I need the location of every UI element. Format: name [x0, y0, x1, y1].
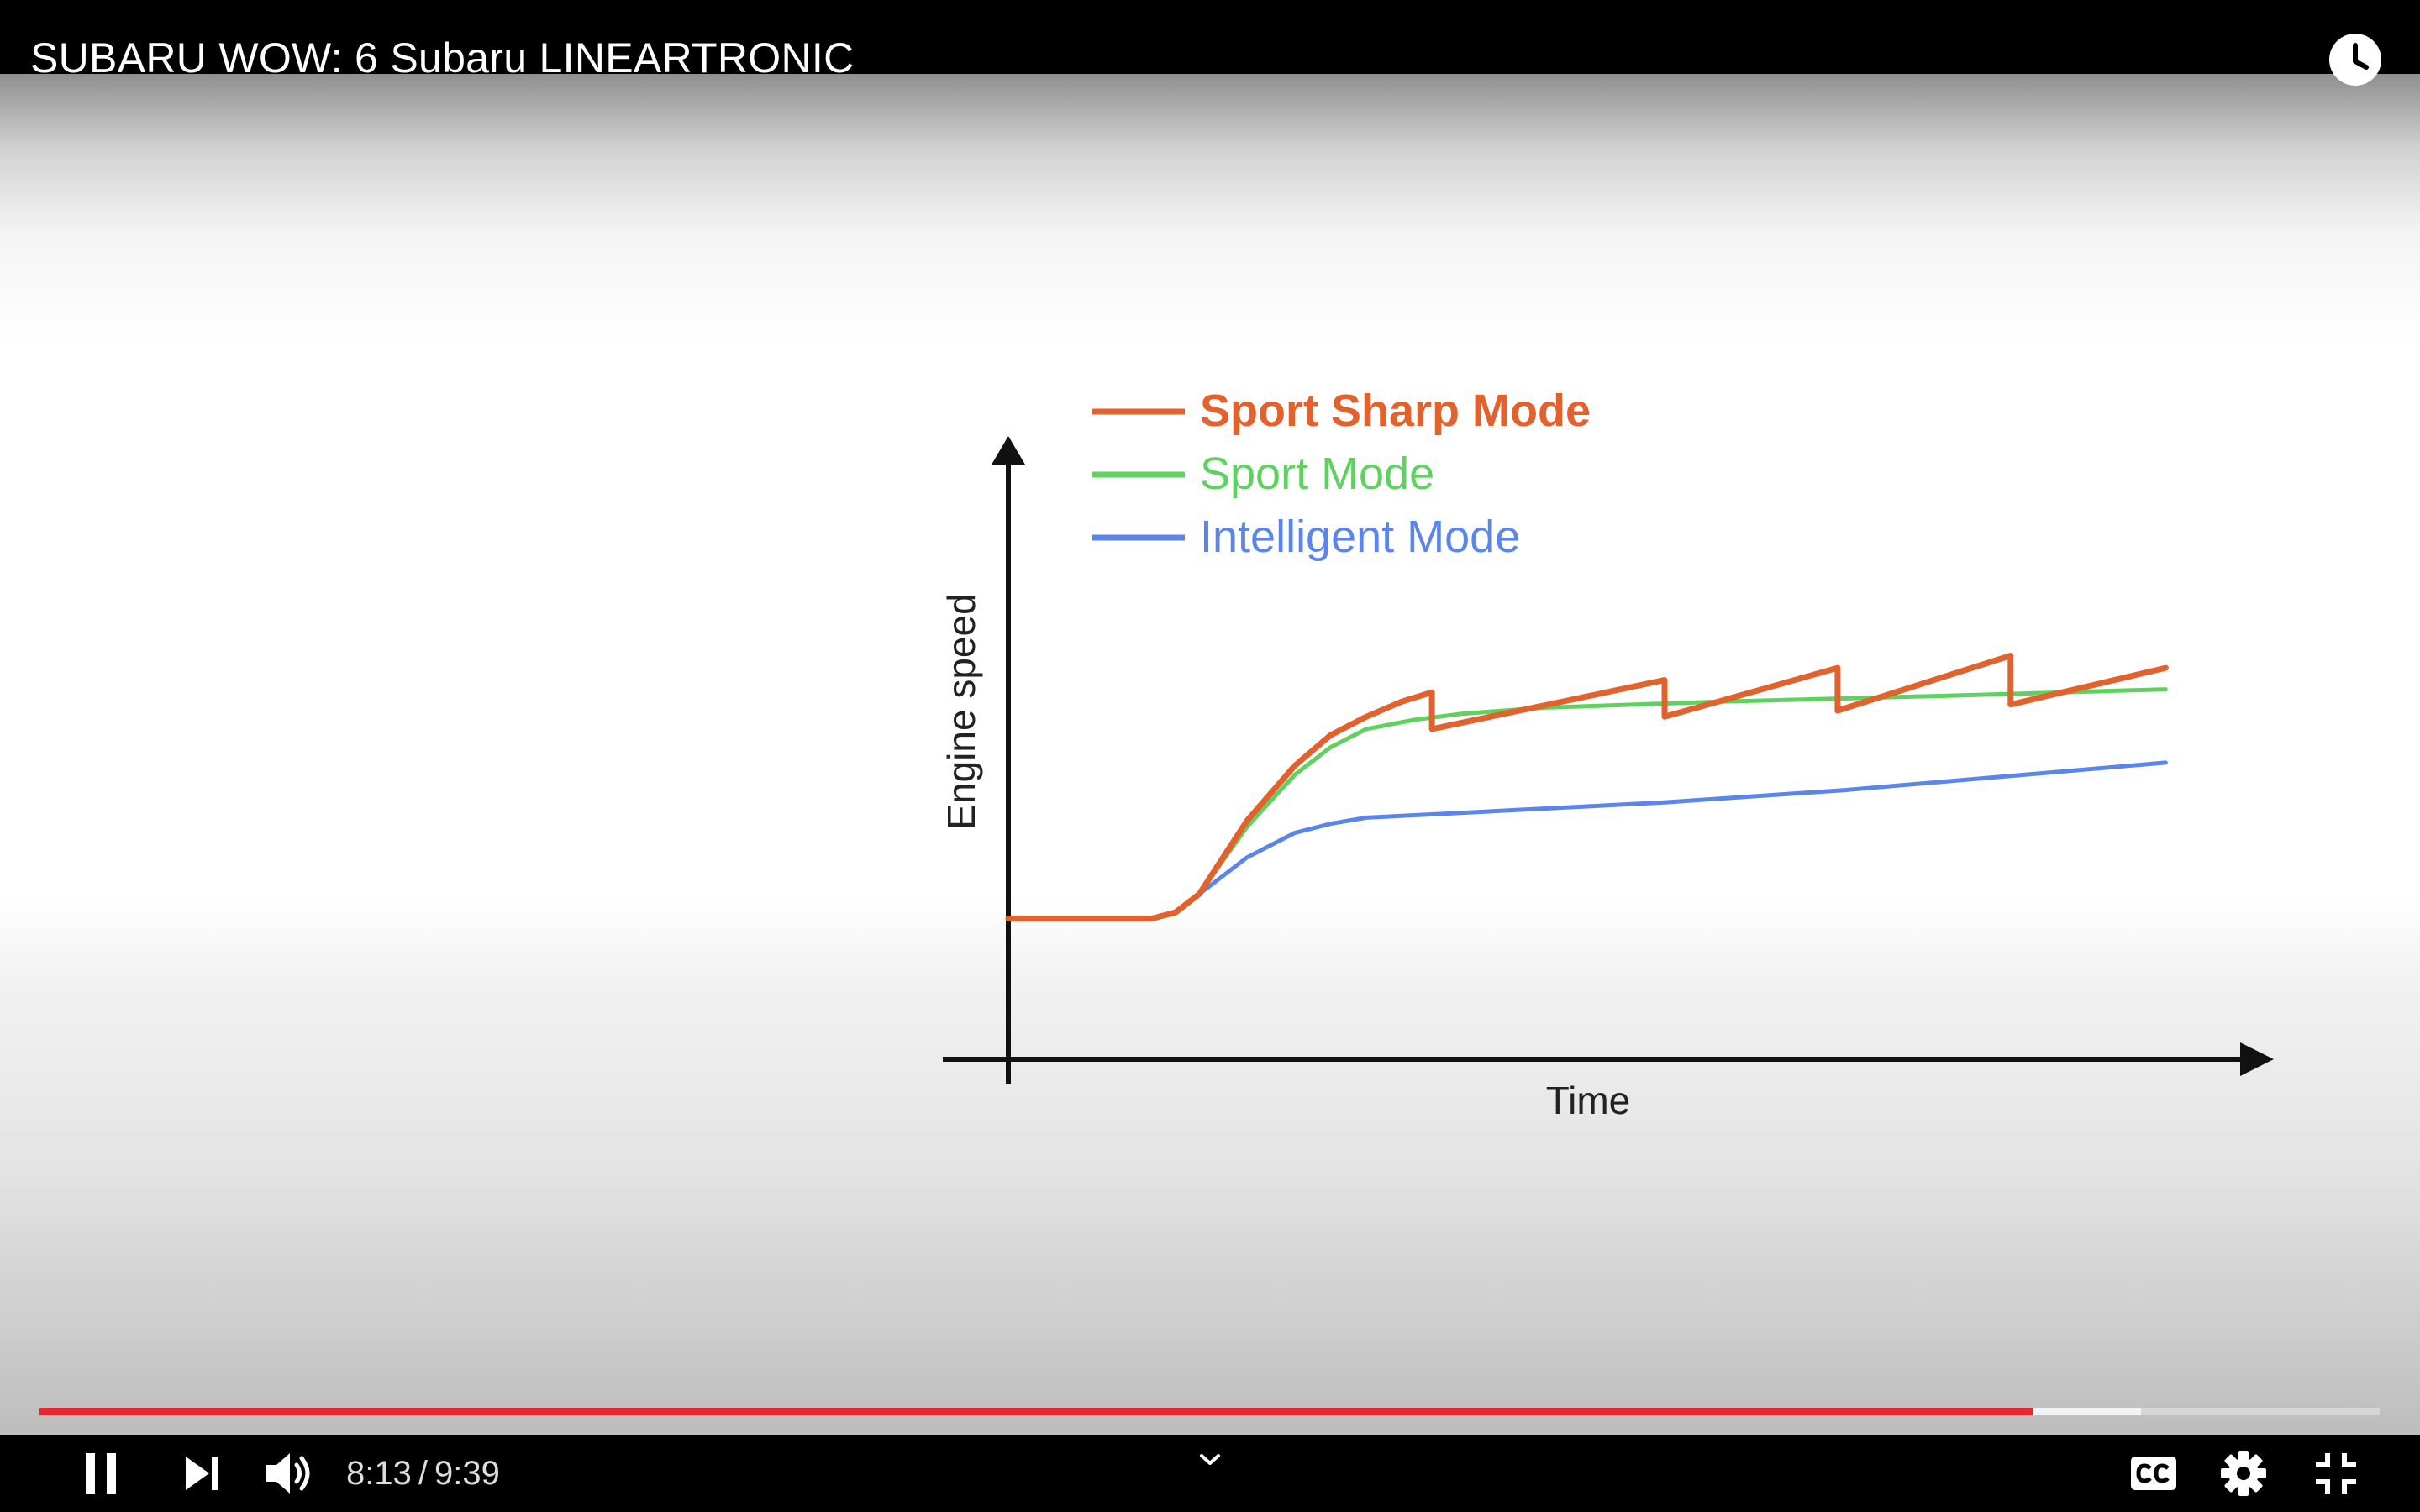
clock-icon[interactable] [2329, 34, 2381, 86]
chart-axis-labels: Time Engine speed [939, 593, 1630, 1122]
legend-label: Intelligent Mode [1200, 512, 1520, 562]
settings-button[interactable] [2212, 1435, 2275, 1512]
gear-icon [2220, 1450, 2267, 1497]
exit-fullscreen-button[interactable] [2302, 1435, 2370, 1512]
x-axis-arrow [2240, 1042, 2274, 1076]
video-title[interactable]: SUBARU WOW: 6 Subaru LINEARTRONIC [30, 34, 855, 81]
closed-captions-icon [2129, 1455, 2178, 1492]
y-axis-arrow [992, 436, 1025, 465]
series-line-sport-sharp-mode [1005, 653, 2169, 922]
chart-legend: Sport Sharp Mode Sport Mode Intelligent Mo… [1092, 386, 1591, 562]
legend-label: Sport Mode [1200, 449, 1434, 499]
pause-icon [81, 1452, 121, 1495]
series-line-sport-mode [1006, 687, 2168, 921]
y-axis-label: Engine speed [939, 593, 983, 829]
volume-button[interactable] [256, 1435, 324, 1512]
next-button[interactable] [168, 1435, 235, 1512]
legend-item-intelligent-mode: Intelligent Mode [1092, 512, 1520, 562]
legend-label: Sport Sharp Mode [1200, 386, 1591, 436]
chart-axes [943, 436, 2274, 1084]
time-separator: / [418, 1455, 428, 1492]
legend-item-sport-mode: Sport Mode [1092, 449, 1434, 499]
x-axis-label: Time [1546, 1079, 1631, 1122]
current-time: 8:13 [346, 1455, 412, 1492]
captions-button[interactable] [2122, 1435, 2185, 1512]
chapters-button[interactable] [1185, 1435, 1235, 1485]
time-display: 8:13/9:39 [346, 1435, 500, 1512]
pause-button[interactable] [67, 1435, 134, 1512]
legend-item-sport-sharp-mode: Sport Sharp Mode [1092, 386, 1591, 436]
progress-played [39, 1408, 2033, 1415]
control-bar: 8:13/9:39 [0, 1435, 2420, 1512]
title-bar: SUBARU WOW: 6 Subaru LINEARTRONIC [0, 0, 2420, 86]
line-chart: Sport Sharp Mode Sport Mode Intelligent Mo… [939, 386, 2274, 1122]
progress-bar[interactable] [39, 1404, 2380, 1416]
chart-series [1005, 653, 2169, 922]
video-frame[interactable]: Sport Sharp Mode Sport Mode Intelligent Mo… [0, 74, 2420, 1435]
duration: 9:39 [434, 1455, 500, 1492]
series-line-intelligent-mode [1006, 760, 2168, 921]
volume-high-icon [263, 1448, 317, 1499]
exit-fullscreen-icon [2314, 1452, 2358, 1495]
chevron-down-icon [1197, 1452, 1223, 1468]
skip-next-icon [182, 1455, 221, 1492]
